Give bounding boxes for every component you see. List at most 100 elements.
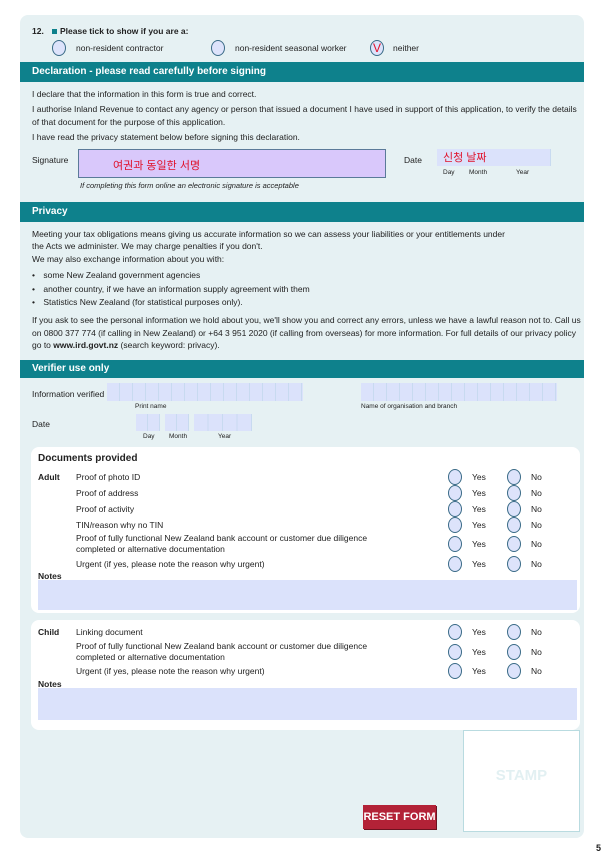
organisation-field[interactable] <box>361 383 557 401</box>
option-label: neither <box>393 43 419 53</box>
bullet-item: Statistics New Zealand (for statistical … <box>43 297 243 307</box>
bullet-item: another country, if we have an informati… <box>43 283 310 294</box>
no-radio[interactable] <box>507 644 521 660</box>
document-item: Proof of activity <box>76 504 135 514</box>
ird-link[interactable]: www.ird.govt.nz <box>53 340 119 350</box>
radio-seasonal-worker[interactable] <box>211 40 225 56</box>
child-notes-field[interactable] <box>38 688 577 720</box>
date-field[interactable] <box>437 149 551 166</box>
yes-radio[interactable] <box>448 501 462 517</box>
notes-label: Notes <box>38 679 62 689</box>
option-label: non-resident seasonal worker <box>235 43 347 53</box>
org-caption: Name of organisation and branch <box>361 403 458 410</box>
verifier-date-label: Date <box>32 419 50 429</box>
checkmark: V <box>372 41 381 55</box>
document-item: Proof of address <box>76 488 139 498</box>
print-name-field[interactable] <box>107 383 303 401</box>
privacy-paragraph: We may also exchange information about y… <box>32 254 225 264</box>
bullet-square-icon <box>52 29 57 34</box>
yes-radio[interactable] <box>448 663 462 679</box>
document-item: Urgent (if yes, please note the reason w… <box>76 666 265 676</box>
adult-label: Adult <box>38 472 60 482</box>
verified-by-label: Information verified by <box>32 389 116 399</box>
declaration-line: I have read the privacy statement below … <box>32 132 300 142</box>
yes-label: Yes <box>472 488 486 498</box>
no-label: No <box>531 666 542 676</box>
document-item: Proof of photo ID <box>76 472 141 482</box>
privacy-text: (search keyword: privacy). <box>120 340 220 350</box>
no-label: No <box>531 539 542 549</box>
verifier-year-field[interactable] <box>194 414 252 431</box>
no-radio[interactable] <box>507 663 521 679</box>
no-label: No <box>531 488 542 498</box>
yes-label: Yes <box>472 520 486 530</box>
yes-radio[interactable] <box>448 536 462 552</box>
document-item: TIN/reason why no TIN <box>76 520 164 530</box>
option-label: non-resident contractor <box>76 43 164 53</box>
privacy-header: Privacy <box>20 202 584 222</box>
yes-radio[interactable] <box>448 556 462 572</box>
verifier-header: Verifier use only <box>20 360 584 378</box>
yes-radio[interactable] <box>448 517 462 533</box>
year-caption: Year <box>218 433 232 440</box>
declaration-text: I declare that the information in this f… <box>32 88 582 144</box>
no-radio[interactable] <box>507 469 521 485</box>
date-label: Date <box>404 155 422 165</box>
yes-radio[interactable] <box>448 469 462 485</box>
document-item: Linking document <box>76 627 143 637</box>
month-caption: Month <box>469 169 488 176</box>
adult-notes-field[interactable] <box>38 580 577 610</box>
date-value: 신청 날짜 <box>443 152 487 164</box>
bullet-item: some New Zealand government agencies <box>43 270 201 280</box>
document-item: Proof of fully functional New Zealand ba… <box>76 641 368 662</box>
no-label: No <box>531 520 542 530</box>
declaration-header: Declaration - please read carefully befo… <box>20 62 584 82</box>
yes-label: Yes <box>472 627 486 637</box>
no-radio[interactable] <box>507 624 521 640</box>
yes-label: Yes <box>472 559 486 569</box>
no-label: No <box>531 559 542 569</box>
stamp-box: STAMP <box>463 730 580 832</box>
question-number: 12. <box>32 26 44 36</box>
yes-radio[interactable] <box>448 644 462 660</box>
document-item: Proof of fully functional New Zealand ba… <box>76 533 368 554</box>
print-name-caption: Print name <box>135 403 167 410</box>
yes-label: Yes <box>472 666 486 676</box>
radio-non-resident-contractor[interactable] <box>52 40 66 56</box>
privacy-paragraph: Meeting your tax obligations means givin… <box>32 229 505 251</box>
verifier-month-field[interactable] <box>165 414 189 431</box>
no-label: No <box>531 627 542 637</box>
day-caption: Day <box>443 169 455 176</box>
radio-neither[interactable]: V <box>370 40 384 56</box>
no-label: No <box>531 472 542 482</box>
yes-label: Yes <box>472 539 486 549</box>
no-radio[interactable] <box>507 501 521 517</box>
question-prompt: Please tick to show if you are a: <box>60 26 189 36</box>
no-radio[interactable] <box>507 517 521 533</box>
no-radio[interactable] <box>507 485 521 501</box>
verifier-day-field[interactable] <box>136 414 160 431</box>
privacy-paragraph: If you ask to see the personal informati… <box>32 314 582 352</box>
no-label: No <box>531 504 542 514</box>
signature-note: If completing this form online an electr… <box>80 181 299 190</box>
notes-label: Notes <box>38 571 62 581</box>
no-label: No <box>531 647 542 657</box>
no-radio[interactable] <box>507 556 521 572</box>
privacy-bullets: • some New Zealand government agencies •… <box>32 270 310 307</box>
month-caption: Month <box>169 433 188 440</box>
documents-title: Documents provided <box>38 453 138 464</box>
yes-radio[interactable] <box>448 624 462 640</box>
page-number: 5 <box>596 843 602 853</box>
reset-form-button[interactable]: RESET FORM <box>363 805 436 829</box>
no-radio[interactable] <box>507 536 521 552</box>
yes-label: Yes <box>472 647 486 657</box>
yes-label: Yes <box>472 504 486 514</box>
privacy-text: If you ask to see the personal informati… <box>32 315 581 350</box>
declaration-line: I declare that the information in this f… <box>32 89 257 99</box>
signature-field[interactable]: 여권과 동일한 서명 <box>78 149 386 178</box>
yes-label: Yes <box>472 472 486 482</box>
yes-radio[interactable] <box>448 485 462 501</box>
day-caption: Day <box>143 433 155 440</box>
signature-label: Signature <box>32 155 69 165</box>
